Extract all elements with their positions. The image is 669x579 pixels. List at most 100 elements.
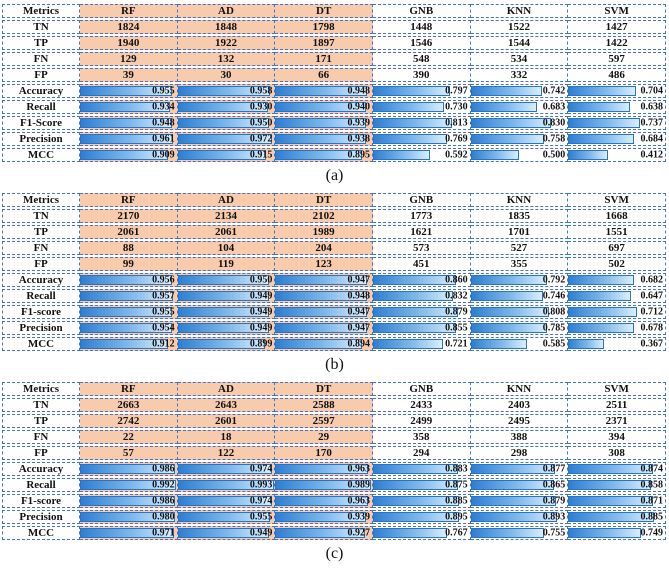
- data-bar: [177, 291, 270, 301]
- bar-value: 0.808: [542, 306, 566, 318]
- bar-value: 0.971: [152, 527, 175, 539]
- row-label-mcc: MCC: [2, 337, 80, 351]
- bar-cell: 0.755: [470, 526, 569, 540]
- data-bar: [470, 118, 551, 128]
- row-label-precision: Precision: [2, 510, 80, 524]
- bar-value: 0.712: [640, 306, 664, 318]
- bar-cell: 0.721: [372, 337, 471, 351]
- bar-value: 0.860: [445, 274, 468, 286]
- bar-value: 0.992: [152, 479, 175, 491]
- count-cell: 29: [275, 430, 373, 444]
- column-header-knn: KNN: [470, 4, 569, 18]
- count-cell: 486: [568, 68, 666, 82]
- column-header-rf: RF: [80, 4, 178, 18]
- bar-cell: 0.909: [80, 148, 178, 162]
- row-label-recall: Recall: [2, 289, 80, 303]
- table-a-section: Metrics RF AD DT GNB KNN SVM TN 1824 1848 1798 1448…: [0, 2, 669, 185]
- bar-value: 0.412: [640, 149, 664, 161]
- bar-cell: 0.930: [177, 100, 276, 114]
- bar-value: 0.877: [542, 463, 566, 475]
- bar-cell: 0.949: [177, 526, 276, 540]
- bar-cell: 0.749: [568, 526, 666, 540]
- bar-value: 0.742: [542, 85, 566, 97]
- column-header-knn: KNN: [470, 382, 569, 396]
- bar-cell: 0.980: [80, 510, 178, 524]
- bar-cell: 0.963: [275, 462, 373, 476]
- bar-cell: 0.974: [177, 494, 276, 508]
- bar-value: 0.955: [152, 85, 175, 97]
- column-header-dt: DT: [275, 193, 373, 207]
- bar-value: 0.865: [542, 479, 566, 491]
- count-cell: 99: [80, 257, 178, 271]
- bar-value: 0.950: [249, 274, 273, 286]
- data-bar: [568, 512, 654, 522]
- bar-value: 0.955: [249, 511, 273, 523]
- bar-cell: 0.742: [470, 84, 569, 98]
- count-cell: 1422: [568, 36, 666, 50]
- bar-value: 0.585: [542, 338, 566, 350]
- data-bar: [372, 339, 443, 349]
- data-bar: [470, 275, 548, 285]
- count-cell: 1701: [470, 225, 569, 239]
- data-bar: [568, 102, 630, 112]
- count-cell: 332: [470, 68, 569, 82]
- data-bar: [568, 150, 609, 160]
- count-cell: 119: [177, 257, 276, 271]
- bar-cell: 0.785: [470, 321, 569, 335]
- bar-value: 0.947: [347, 306, 370, 318]
- row-label-accuracy: Accuracy: [2, 462, 80, 476]
- bar-cell: 0.957: [80, 289, 178, 303]
- bar-value: 0.940: [347, 101, 370, 113]
- data-bar: [470, 512, 557, 522]
- data-bar: [275, 339, 362, 349]
- count-cell: 132: [177, 52, 276, 66]
- data-bar: [177, 150, 267, 160]
- bar-value: 0.769: [445, 133, 468, 145]
- bar-cell: 0.647: [568, 289, 666, 303]
- bar-cell: 0.894: [275, 337, 373, 351]
- column-header-metrics: Metrics: [2, 4, 80, 18]
- bar-cell: 0.963: [275, 494, 373, 508]
- bar-value: 0.974: [249, 495, 273, 507]
- bar-cell: 0.949: [177, 289, 276, 303]
- bar-value: 0.858: [640, 479, 664, 491]
- bar-cell: 0.792: [470, 273, 569, 287]
- data-bar: [568, 118, 640, 128]
- bar-value: 0.704: [640, 85, 664, 97]
- bar-value: 0.915: [249, 149, 273, 161]
- data-bar: [568, 339, 604, 349]
- row-label-accuracy: Accuracy: [2, 84, 80, 98]
- bar-cell: 0.939: [275, 510, 373, 524]
- data-bar: [568, 86, 637, 96]
- data-bar: [177, 512, 270, 522]
- bar-cell: 0.927: [275, 526, 373, 540]
- bar-value: 0.947: [347, 322, 370, 334]
- bar-value: 0.930: [249, 101, 273, 113]
- count-cell: 2134: [177, 209, 276, 223]
- bar-cell: 0.808: [470, 305, 569, 319]
- bar-cell: 0.956: [80, 273, 178, 287]
- bar-cell: 0.585: [470, 337, 569, 351]
- bar-value: 0.893: [542, 511, 566, 523]
- bar-value: 0.755: [542, 527, 566, 539]
- data-bar: [372, 464, 459, 474]
- bar-cell: 0.899: [177, 337, 276, 351]
- data-bar: [177, 528, 270, 538]
- count-cell: 2663: [80, 398, 178, 412]
- data-bar: [80, 512, 175, 522]
- row-label-fn: FN: [2, 241, 80, 255]
- data-bar: [372, 291, 454, 301]
- count-cell: 527: [470, 241, 569, 255]
- data-bar: [568, 134, 635, 144]
- count-cell: 2742: [80, 414, 178, 428]
- data-bar: [372, 275, 457, 285]
- bar-cell: 0.948: [275, 84, 373, 98]
- bar-cell: 0.855: [372, 321, 471, 335]
- count-cell: 697: [568, 241, 666, 255]
- column-header-ad: AD: [177, 4, 276, 18]
- bar-value: 0.895: [347, 149, 370, 161]
- count-cell: 355: [470, 257, 569, 271]
- count-cell: 66: [275, 68, 373, 82]
- data-bar: [275, 464, 369, 474]
- row-label-f1-score: F1-Score: [2, 116, 80, 130]
